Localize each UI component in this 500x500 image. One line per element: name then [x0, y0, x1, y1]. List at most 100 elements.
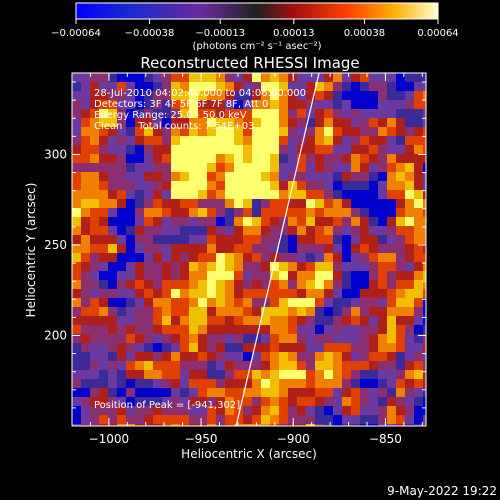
- heatmap-cell: [216, 253, 226, 263]
- heatmap-cell: [144, 199, 154, 209]
- heatmap-cell: [252, 379, 262, 389]
- heatmap-cell: [189, 415, 199, 425]
- heatmap-cell: [108, 145, 118, 155]
- heatmap-cell: [243, 163, 253, 173]
- heatmap-cell: [189, 91, 199, 101]
- heatmap-cell: [369, 343, 379, 353]
- heatmap-cell: [81, 388, 91, 398]
- heatmap-cell: [72, 307, 82, 317]
- heatmap-cell: [234, 154, 244, 164]
- heatmap-cell: [234, 424, 244, 426]
- heatmap-cell: [135, 226, 145, 236]
- heatmap-cell: [99, 415, 109, 425]
- heatmap-cell: [216, 379, 226, 389]
- heatmap-cell: [108, 154, 118, 164]
- heatmap-cell: [72, 298, 82, 308]
- heatmap-cell: [243, 325, 253, 335]
- heatmap-cell: [324, 163, 334, 173]
- heatmap-cell: [306, 253, 316, 263]
- heatmap-cell: [387, 316, 397, 326]
- heatmap-cell: [297, 208, 307, 218]
- heatmap-cell: [234, 343, 244, 353]
- heatmap-cell: [306, 406, 316, 416]
- heatmap-cell: [342, 262, 352, 272]
- heatmap-cell: [252, 154, 262, 164]
- heatmap-cell: [423, 172, 426, 182]
- heatmap-cell: [198, 307, 208, 317]
- heatmap-cell: [288, 397, 298, 407]
- heatmap-cell: [81, 100, 91, 110]
- heatmap-cell: [387, 109, 397, 119]
- heatmap-cell: [405, 136, 415, 146]
- colorbar-tick-label: 0.00038: [344, 28, 385, 39]
- heatmap-cell: [387, 73, 397, 83]
- heatmap-cell: [378, 109, 388, 119]
- heatmap-cell: [270, 397, 280, 407]
- heatmap-cell: [261, 424, 271, 426]
- heatmap-cell: [306, 100, 316, 110]
- heatmap-cell: [387, 136, 397, 146]
- heatmap-cell: [108, 244, 118, 254]
- heatmap-cell: [297, 154, 307, 164]
- heatmap-cell: [153, 262, 163, 272]
- heatmap-cell: [144, 136, 154, 146]
- heatmap-cell: [126, 109, 136, 119]
- heatmap-cell: [135, 244, 145, 254]
- heatmap-cell: [324, 280, 334, 290]
- heatmap-cell: [126, 325, 136, 335]
- heatmap-cell: [144, 235, 154, 245]
- heatmap-cell: [108, 289, 118, 299]
- heatmap-cell: [234, 163, 244, 173]
- heatmap-cell: [297, 118, 307, 128]
- heatmap-cell: [360, 235, 370, 245]
- heatmap-cell: [90, 136, 100, 146]
- heatmap-cell: [360, 352, 370, 362]
- heatmap-cell: [405, 352, 415, 362]
- heatmap-cell: [108, 388, 118, 398]
- y-tick-label: 250: [44, 238, 67, 252]
- heatmap-cell: [144, 397, 154, 407]
- heatmap-cell: [324, 145, 334, 155]
- heatmap-cell: [243, 136, 253, 146]
- heatmap-cell: [279, 271, 289, 281]
- heatmap-cell: [306, 91, 316, 101]
- heatmap-cell: [396, 154, 406, 164]
- annotation-energy-range: Energy Range: 25.0 - 50.0 keV: [94, 110, 247, 121]
- heatmap-cell: [207, 172, 217, 182]
- heatmap-cell: [279, 199, 289, 209]
- heatmap-cell: [306, 280, 316, 290]
- heatmap-cell: [261, 190, 271, 200]
- heatmap-cell: [261, 280, 271, 290]
- heatmap-cell: [135, 406, 145, 416]
- heatmap-cell: [117, 370, 127, 380]
- heatmap-cell: [279, 325, 289, 335]
- heatmap-cell: [162, 208, 172, 218]
- heatmap-cell: [189, 154, 199, 164]
- heatmap-cell: [288, 127, 298, 137]
- heatmap-cell: [378, 343, 388, 353]
- heatmap-cell: [342, 388, 352, 398]
- heatmap-cell: [261, 298, 271, 308]
- heatmap-cell: [171, 262, 181, 272]
- heatmap-cell: [234, 298, 244, 308]
- heatmap-cell: [180, 91, 190, 101]
- heatmap-cell: [198, 424, 208, 426]
- heatmap-cell: [81, 298, 91, 308]
- heatmap-cell: [333, 343, 343, 353]
- heatmap-cell: [99, 307, 109, 317]
- heatmap-cell: [324, 298, 334, 308]
- heatmap-cell: [81, 136, 91, 146]
- heatmap-cell: [369, 235, 379, 245]
- heatmap-cell: [324, 388, 334, 398]
- heatmap-cell: [153, 163, 163, 173]
- heatmap-cell: [351, 424, 361, 426]
- heatmap-cell: [90, 352, 100, 362]
- heatmap-cell: [261, 316, 271, 326]
- heatmap-cell: [378, 217, 388, 227]
- solar-limb-line: [235, 72, 320, 427]
- heatmap-cell: [144, 190, 154, 200]
- heatmap-cell: [90, 244, 100, 254]
- heatmap-cell: [360, 100, 370, 110]
- heatmap-cell: [423, 100, 426, 110]
- heatmap-cell: [90, 415, 100, 425]
